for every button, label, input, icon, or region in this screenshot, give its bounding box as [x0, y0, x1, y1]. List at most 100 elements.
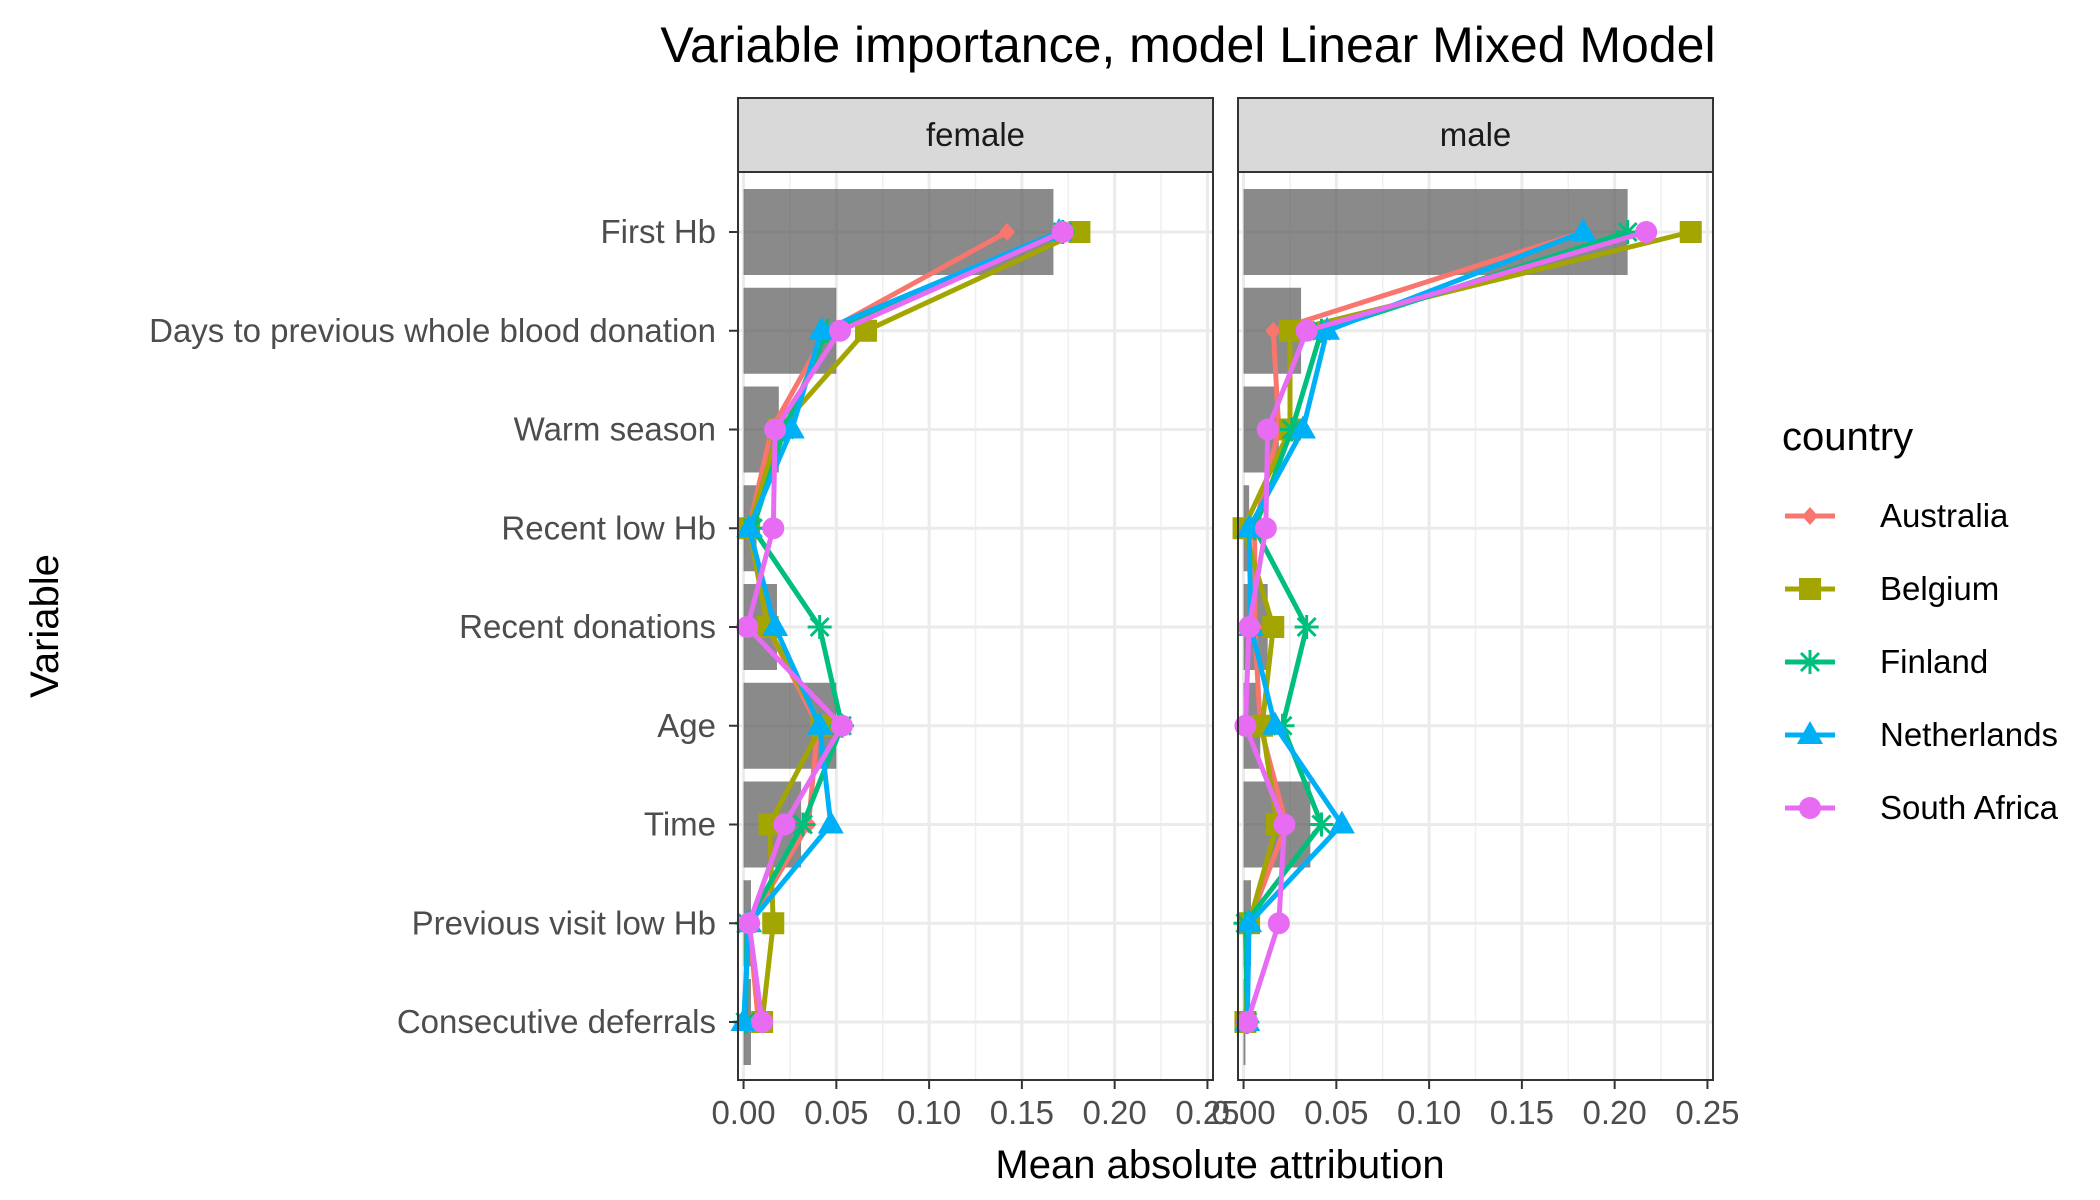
legend-label: Netherlands — [1880, 716, 2058, 753]
legend-item-australia: Australia — [1785, 497, 2009, 534]
point-finland — [1309, 812, 1334, 837]
point-netherlands — [1328, 810, 1355, 834]
legend-label: Australia — [1880, 497, 2009, 534]
panel-female: female 0.00 0.05 0.10 0.15 0.20 0.25 — [711, 97, 1240, 1131]
point-belgium — [855, 319, 878, 342]
x-tick-label: 0.25 — [1175, 1094, 1239, 1131]
point-south-africa — [1273, 813, 1296, 836]
point-south-africa — [751, 1011, 774, 1033]
x-tick-label: 0.20 — [1083, 1094, 1147, 1131]
point-south-africa — [1295, 319, 1318, 342]
x-axis-title: Mean absolute attribution — [995, 1143, 1444, 1187]
point-south-africa — [1234, 714, 1257, 737]
y-tick-label-consecutive-deferrals: Consecutive deferrals — [397, 1003, 716, 1040]
x-axis-ticks: 0.00 0.05 0.10 0.15 0.20 0.25 — [1211, 1080, 1740, 1131]
point-south-africa — [830, 714, 853, 737]
legend-title: country — [1782, 415, 1913, 459]
point-south-africa — [736, 616, 759, 638]
point-netherlands — [736, 514, 763, 538]
point-belgium — [1068, 221, 1091, 243]
point-australia — [1265, 321, 1282, 340]
point-south-africa — [764, 418, 787, 441]
legend-key-marker — [1799, 578, 1821, 600]
point-finland — [1294, 615, 1319, 639]
x-tick-label: 0.25 — [1675, 1094, 1739, 1131]
x-tick-label: 0.10 — [897, 1094, 961, 1131]
point-netherlands — [1236, 909, 1263, 933]
x-tick-label: 0.00 — [1211, 1094, 1275, 1131]
bar-first-hb — [1243, 189, 1628, 275]
series-south-africa — [736, 221, 1074, 1033]
x-axis-ticks: 0.00 0.05 0.10 0.15 0.20 0.25 — [711, 1080, 1240, 1131]
legend-key-marker — [1802, 507, 1818, 525]
point-netherlands — [806, 711, 833, 735]
x-tick-label: 0.20 — [1583, 1094, 1647, 1131]
point-south-africa — [1635, 221, 1658, 243]
legend-label: Finland — [1880, 643, 1988, 680]
facet-strip — [1237, 97, 1714, 173]
point-belgium — [762, 912, 785, 935]
legend-key-marker — [1798, 650, 1822, 674]
x-tick-label: 0.15 — [1490, 1094, 1554, 1131]
point-australia — [999, 223, 1016, 241]
x-tick-label: 0.00 — [711, 1094, 775, 1131]
legend-item-belgium: Belgium — [1785, 570, 1999, 607]
point-finland — [1279, 417, 1304, 442]
point-finland — [807, 615, 832, 639]
legend-item-netherlands: Netherlands — [1785, 716, 2058, 753]
y-tick-label-age: Age — [657, 707, 716, 744]
point-finland — [1615, 220, 1640, 244]
point-south-africa — [829, 319, 852, 342]
point-netherlands — [1289, 415, 1316, 439]
point-belgium — [1278, 319, 1301, 342]
legend-key-marker — [1797, 721, 1823, 744]
y-tick-label-time: Time — [644, 806, 716, 843]
point-netherlands — [817, 810, 844, 834]
point-belgium — [1262, 616, 1285, 638]
point-south-africa — [738, 912, 761, 935]
legend-label: Belgium — [1880, 570, 1999, 607]
grid-lines — [738, 172, 1213, 1080]
y-tick-label-recent-low-hb: Recent low Hb — [501, 509, 716, 546]
y-tick-label-days-to-previous-whole-blood-donation: Days to previous whole blood donation — [149, 312, 716, 349]
y-tick-label-recent-donations: Recent donations — [459, 608, 716, 645]
point-south-africa — [1256, 418, 1279, 441]
point-south-africa — [1254, 517, 1277, 540]
point-south-africa — [1238, 616, 1261, 638]
x-tick-label: 0.10 — [1397, 1094, 1461, 1131]
point-south-africa — [762, 517, 785, 540]
y-tick-label-warm-season: Warm season — [514, 411, 716, 448]
point-finland — [790, 812, 815, 837]
x-tick-label: 0.05 — [1304, 1094, 1368, 1131]
panel-male: male 0.00 0.05 0.10 0.15 0.20 0.25 — [1211, 97, 1740, 1131]
facet-strip-label: male — [1440, 116, 1512, 153]
legend: country Australia Belgium Finland Netherlan… — [1782, 415, 2059, 826]
legend-label: South Africa — [1880, 789, 2059, 826]
x-tick-label: 0.15 — [990, 1094, 1054, 1131]
point-netherlands — [762, 613, 789, 636]
x-tick-label: 0.05 — [804, 1094, 868, 1131]
y-axis-title: Variable — [23, 554, 67, 698]
legend-key-marker — [1799, 797, 1821, 819]
legend-item-finland: Finland — [1785, 643, 1988, 680]
panel-border — [1237, 171, 1714, 1081]
y-tick-label-previous-visit-low-hb: Previous visit low Hb — [412, 904, 716, 941]
point-south-africa — [1051, 221, 1074, 243]
series-south-africa — [1234, 221, 1658, 1033]
point-netherlands — [1262, 711, 1289, 735]
point-south-africa — [773, 813, 796, 836]
chart-title: Variable importance, model Linear Mixed … — [660, 17, 1715, 73]
point-south-africa — [1236, 1011, 1259, 1033]
point-netherlands — [1314, 316, 1341, 340]
legend-item-south-africa: South Africa — [1785, 789, 2059, 826]
facet-strip-label: female — [926, 116, 1025, 153]
facet-strip — [737, 97, 1214, 173]
point-netherlands — [1570, 218, 1597, 241]
point-belgium — [1679, 221, 1702, 243]
point-south-africa — [1267, 912, 1290, 935]
y-tick-label-first-hb: First Hb — [601, 213, 717, 250]
point-netherlands — [808, 316, 835, 340]
y-axis-ticks: First Hb Days to previous whole blood don… — [149, 213, 738, 1040]
